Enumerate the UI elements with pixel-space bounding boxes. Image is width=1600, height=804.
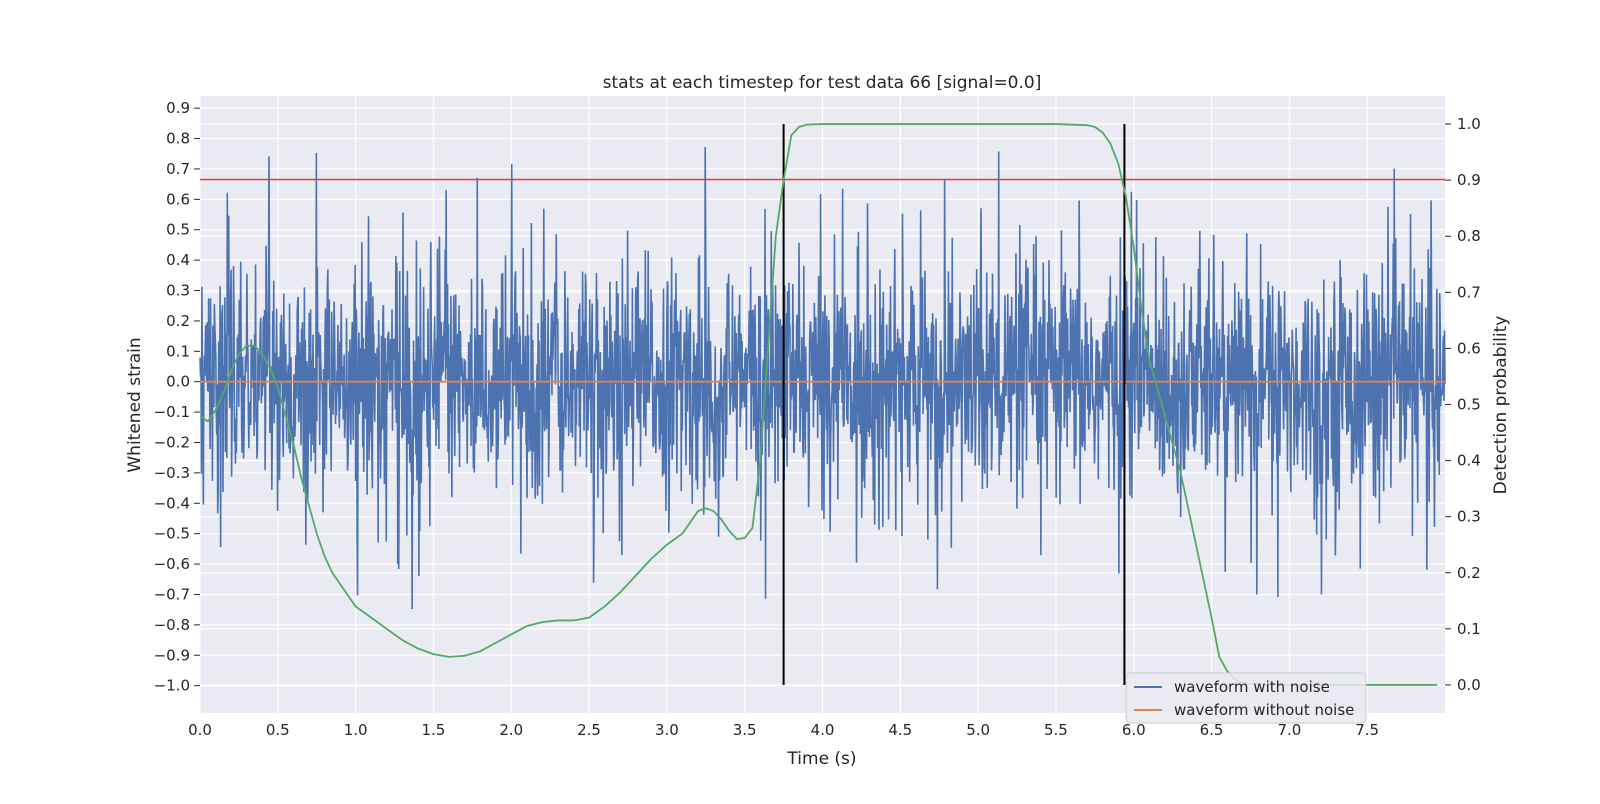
y-tick-label: −1.0 — [154, 677, 190, 695]
y-tick-label: −0.4 — [154, 494, 190, 512]
x-tick-label: 2.0 — [499, 721, 523, 739]
x-tick-label: 5.0 — [966, 721, 990, 739]
y2-tick-label: 0.2 — [1457, 564, 1481, 582]
y-tick-label: 0.2 — [166, 312, 190, 330]
y2-tick-label: 0.0 — [1457, 676, 1481, 694]
y-tick-label: −0.1 — [154, 403, 190, 421]
noisy-waveform-line — [199, 147, 1446, 610]
data-layer — [199, 123, 1446, 686]
x-tick-label: 7.5 — [1355, 721, 1379, 739]
y-tick-label: 0.0 — [166, 373, 190, 391]
y2-tick-label: 0.8 — [1457, 227, 1481, 245]
x-tick-label: 2.5 — [577, 721, 601, 739]
x-tick-label: 7.0 — [1277, 721, 1301, 739]
y-axis-label: Whitened strain — [125, 337, 145, 472]
y2-tick-label: 0.9 — [1457, 171, 1481, 189]
y-tick-label: 0.7 — [166, 160, 190, 178]
y-tick-label: −0.8 — [154, 616, 190, 634]
legend-entry-label: waveform with noise — [1174, 678, 1330, 696]
x-tick-label: 6.0 — [1122, 721, 1146, 739]
y2-tick-label: 0.7 — [1457, 283, 1481, 301]
x-tick-label: 4.0 — [811, 721, 835, 739]
chart-title: stats at each timestep for test data 66 … — [603, 73, 1042, 93]
x-axis-label: Time (s) — [786, 749, 856, 769]
y2-tick-label: 1.0 — [1457, 115, 1481, 133]
y-tick-label: 0.4 — [166, 251, 190, 269]
y2-tick-label: 0.4 — [1457, 452, 1481, 470]
x-tick-label: 3.0 — [655, 721, 679, 739]
x-tick-label: 4.5 — [888, 721, 912, 739]
x-tick-label: 0.0 — [188, 721, 212, 739]
y-tick-label: −0.5 — [154, 525, 190, 543]
y2-axis-label: Detection probability — [1491, 316, 1511, 495]
y-tick-label: 0.1 — [166, 342, 190, 360]
x-tick-label: 1.5 — [422, 721, 446, 739]
x-tick-label: 1.0 — [344, 721, 368, 739]
y-tick-label: −0.3 — [154, 464, 190, 482]
x-tick-label: 6.5 — [1200, 721, 1224, 739]
y-tick-label: −0.9 — [154, 646, 190, 664]
legend-entry-label: waveform without noise — [1174, 701, 1354, 719]
legend: waveform with noise waveform without nois… — [1125, 672, 1367, 724]
x-tick-label: 5.5 — [1044, 721, 1068, 739]
y-tick-label: 0.8 — [166, 130, 190, 148]
y-tick-label: 0.9 — [166, 99, 190, 117]
y-tick-label: 0.3 — [166, 282, 190, 300]
y-tick-label: −0.2 — [154, 433, 190, 451]
y2-tick-label: 0.1 — [1457, 620, 1481, 638]
y-tick-label: 0.6 — [166, 190, 190, 208]
y-tick-label: −0.7 — [154, 585, 190, 603]
y2-tick-label: 0.3 — [1457, 508, 1481, 526]
detection-probability-line — [199, 123, 1438, 686]
x-tick-label: 3.5 — [733, 721, 757, 739]
axes-layer: 0.0 0.5 1.0 1.5 2.0 2.5 3.0 3.5 4.0 4.5 5.0 5.5 6.0 6… — [154, 99, 1481, 739]
y-tick-label: −0.6 — [154, 555, 190, 573]
legend-box — [1125, 672, 1367, 724]
x-tick-label: 0.5 — [266, 721, 290, 739]
y2-tick-label: 0.6 — [1457, 339, 1481, 357]
y-tick-label: 0.5 — [166, 221, 190, 239]
y2-tick-label: 0.5 — [1457, 396, 1481, 414]
